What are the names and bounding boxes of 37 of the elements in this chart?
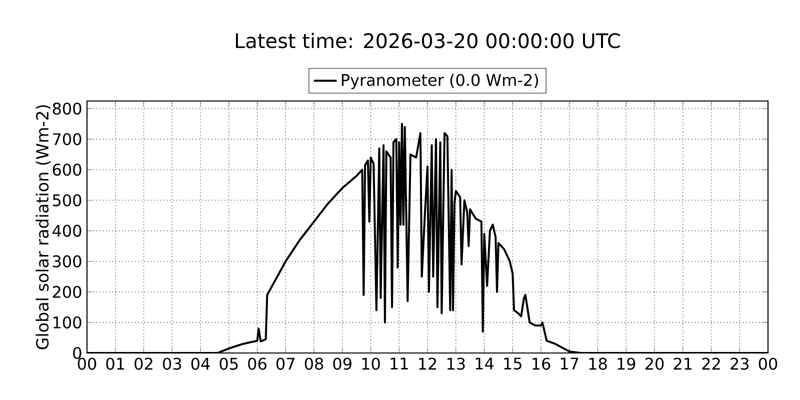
x-tick-label: 05 [220,358,238,370]
x-tick-label: 21 [674,358,692,370]
y-tick-label: 400 [52,224,82,237]
y-tick-label: 800 [52,102,82,115]
x-tick-label: 16 [532,358,550,370]
x-tick-label: 13 [447,358,465,370]
legend-label: Pyranometer (0.0 Wm-2) [342,74,538,90]
x-tick-label: 12 [419,358,436,370]
x-tick-label: 01 [106,358,124,370]
x-tick-label: 02 [134,358,152,370]
x-tick-label: 18 [589,358,607,370]
x-tick-label: 14 [476,358,494,370]
x-tick-label: 19 [618,358,636,370]
y-tick-label: 100 [54,316,82,329]
x-tick-label: 08 [304,358,324,370]
x-tick-label: 10 [362,358,380,370]
x-tick-label: 04 [191,358,210,370]
y-tick-label: 300 [52,255,82,268]
x-tick-label: 06 [248,358,266,370]
x-tick-label: 20 [645,358,664,370]
x-tick-label: 09 [333,358,352,370]
x-tick-label: 00 [78,358,96,370]
x-tick-label: 22 [702,358,720,370]
y-tick-label: 500 [52,194,82,206]
x-tick-label: 00 [758,358,778,370]
x-tick-label: 17 [560,358,578,370]
y-axis-title: Global solar radiation (Wm-2) [36,105,51,350]
x-tick-label: 23 [730,358,749,370]
y-tick-label: 700 [53,133,82,146]
chart-title: Latest time: 2026-03-20 00:00:00 UTC [236,32,620,48]
x-tick-label: 03 [162,358,182,370]
y-tick-label: 600 [52,164,82,176]
y-tick-label: 200 [52,286,82,298]
x-tick-label: 11 [390,358,408,370]
y-tick-label: 0 [73,346,82,360]
x-tick-label: 07 [276,358,294,370]
x-tick-label: 15 [504,358,522,370]
